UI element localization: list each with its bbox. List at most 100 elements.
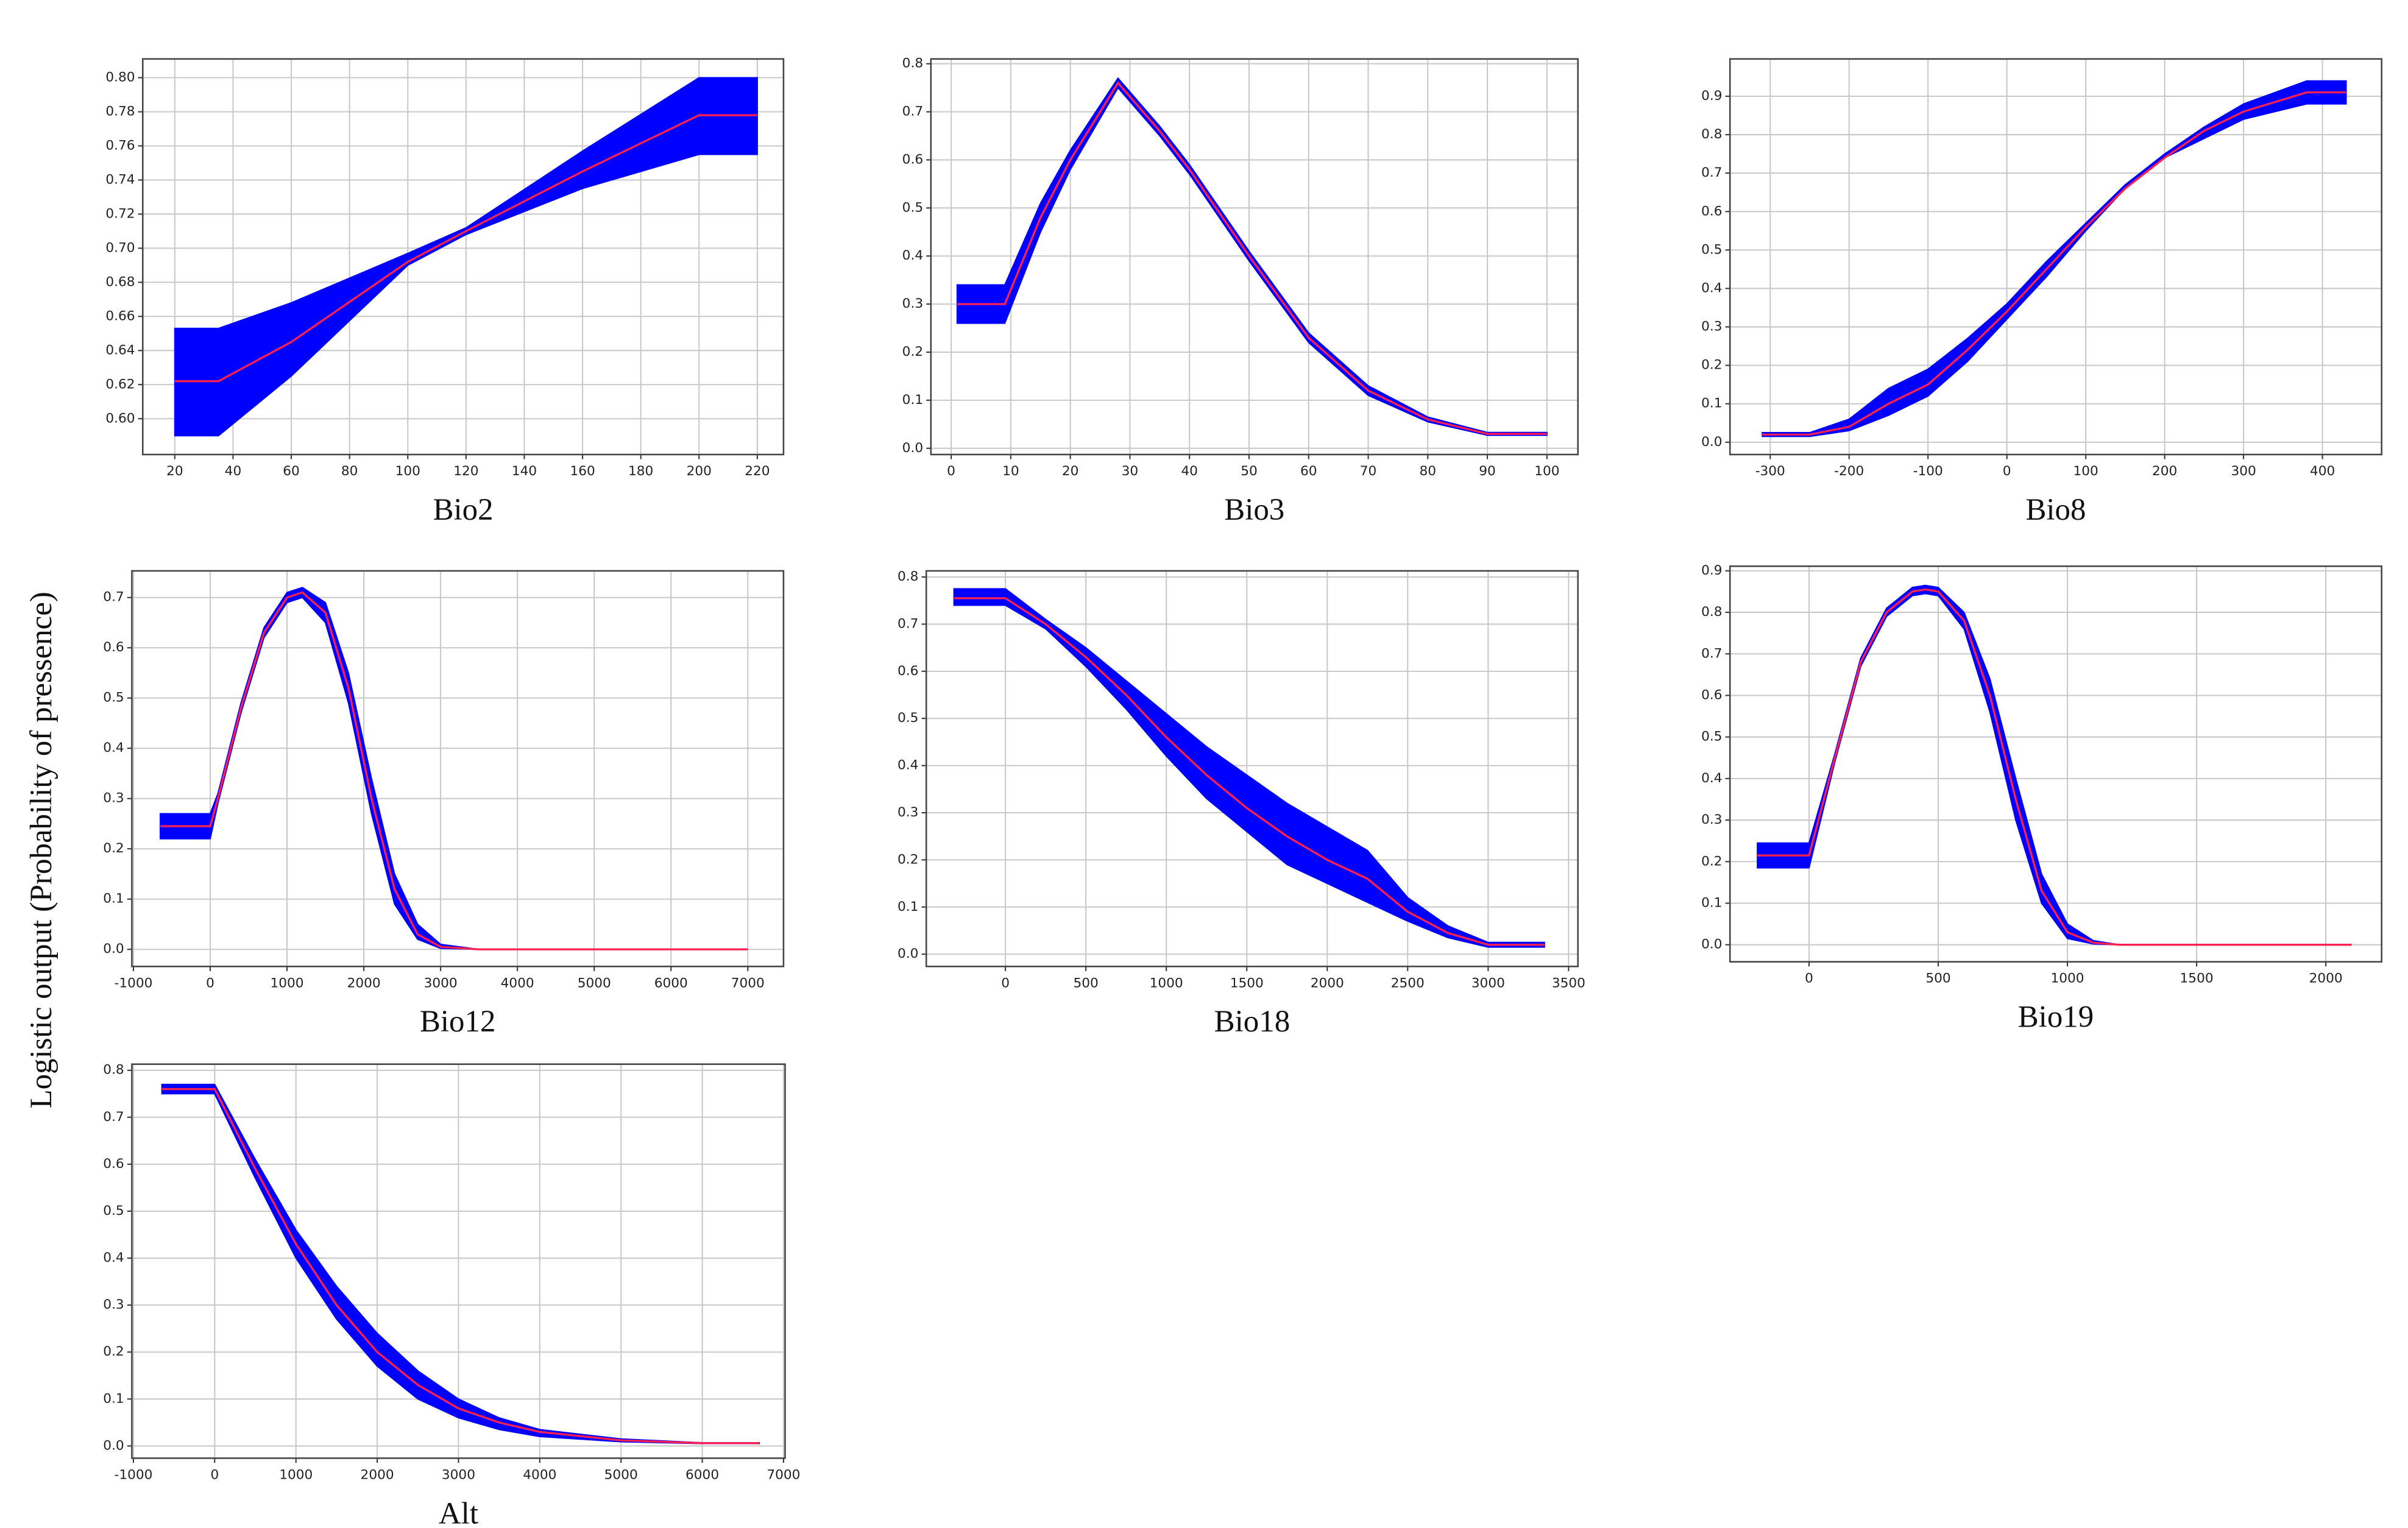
- x-tick-label: 400: [2310, 464, 2335, 479]
- x-tick-label: 500: [1925, 971, 1950, 986]
- y-axis-label: Logistic output (Probability of pressenc…: [24, 592, 58, 1108]
- x-tick-label: 200: [2152, 464, 2177, 479]
- x-tick-label: 140: [512, 464, 537, 479]
- y-tick-label: 0.8: [902, 56, 923, 71]
- y-tick-label: 0.8: [1701, 604, 1722, 620]
- x-tick-label: 0: [206, 975, 214, 991]
- mean-line: [1757, 588, 2352, 946]
- y-tick-label: 0.5: [103, 690, 124, 706]
- x-tick-label: 1000: [2051, 971, 2084, 986]
- y-tick-label: 0.1: [103, 891, 124, 907]
- x-tick-label: 1500: [2180, 971, 2214, 986]
- y-tick-label: 0.5: [902, 200, 923, 215]
- y-tick-label: 0.2: [902, 344, 923, 359]
- x-tick-label: 10: [1002, 464, 1019, 479]
- y-tick-label: 0.3: [103, 1297, 124, 1312]
- y-tick-label: 0.8: [898, 569, 918, 584]
- x-tick-label: 6000: [685, 1467, 719, 1482]
- y-tick-label: 0.1: [103, 1391, 124, 1406]
- x-tick-label: 100: [1534, 464, 1559, 479]
- y-tick-label: 0.0: [902, 440, 923, 456]
- subplot: 0.0 0.1 0.2 0.3 0.4 0.5 0.6 0.7 0.8 0 10 20 30 40 50 60…: [902, 56, 1579, 527]
- y-tick-label: 0.5: [1701, 729, 1722, 745]
- x-tick-label: 0: [947, 464, 955, 479]
- mean-line: [957, 81, 1547, 435]
- x-tick-label: 3000: [1471, 975, 1505, 991]
- plot-area: [1730, 566, 2382, 962]
- y-tick-label: 0.1: [1701, 396, 1722, 411]
- y-tick-label: 0.1: [902, 392, 923, 408]
- x-tick-label: 0: [210, 1467, 219, 1482]
- x-tick-label: 3000: [424, 975, 458, 991]
- y-tick-label: 0.8: [103, 1063, 124, 1078]
- y-tick-label: 0.3: [902, 296, 923, 311]
- plot-area: [926, 570, 1578, 967]
- x-tick-label: 0: [2003, 464, 2011, 479]
- y-tick-label: 0.1: [898, 899, 918, 914]
- x-tick-label: 300: [2231, 464, 2256, 479]
- mean-line: [174, 114, 757, 383]
- subplot: 0.0 0.1 0.2 0.3 0.4 0.5 0.6 0.7 0.8 -1000 0 1000 200…: [103, 1063, 800, 1528]
- x-axis-label: Bio12: [420, 1005, 495, 1039]
- y-tick-label: 0.3: [1701, 812, 1722, 827]
- confidence-band: [1762, 80, 2347, 437]
- x-tick-label: 7000: [767, 1467, 800, 1482]
- mean-line: [1762, 91, 2346, 436]
- y-tick-label: 0.6: [1701, 687, 1722, 702]
- y-tick-label: 0.6: [898, 663, 918, 679]
- x-tick-label: 20: [1062, 464, 1079, 479]
- x-axis-label: Bio8: [2025, 493, 2086, 527]
- plot-area: [930, 58, 1578, 455]
- x-tick-label: 3500: [1552, 975, 1585, 991]
- plot-frame: [1729, 58, 2382, 456]
- x-tick-label: -1000: [115, 1467, 153, 1482]
- y-tick-label: 0.2: [898, 852, 918, 867]
- x-tick-label: 2500: [1391, 975, 1425, 991]
- plot-area: [132, 570, 784, 967]
- y-tick-label: 0.7: [902, 104, 923, 119]
- x-tick-label: 100: [395, 464, 420, 479]
- x-tick-label: 2000: [361, 1467, 394, 1482]
- y-tick-label: 0.2: [103, 841, 124, 856]
- mean-line: [161, 1088, 759, 1445]
- plot-frame: [1729, 565, 2382, 963]
- y-tick-label: 0.4: [902, 248, 923, 263]
- y-tick-label: 0.60: [105, 411, 135, 426]
- y-tick-label: 0.0: [1701, 937, 1722, 952]
- x-tick-label: 5000: [604, 1467, 638, 1482]
- x-tick-label: 20: [166, 464, 183, 479]
- subplot: 0.0 0.1 0.2 0.3 0.4 0.5 0.6 0.7 0.8 0.9 0 500 1000 15…: [1701, 563, 2382, 1035]
- y-tick-label: 0.66: [105, 308, 135, 324]
- x-tick-label: 500: [1074, 975, 1099, 991]
- x-tick-label: 70: [1360, 464, 1377, 479]
- y-tick-label: 0.8: [1701, 127, 1722, 142]
- y-tick-label: 0.0: [898, 946, 918, 961]
- x-tick-label: 5000: [578, 975, 611, 991]
- y-tick-label: 0.2: [1701, 358, 1722, 373]
- x-tick-label: 1500: [1230, 975, 1264, 991]
- y-tick-label: 0.3: [103, 791, 124, 806]
- y-tick-label: 0.5: [1701, 242, 1722, 257]
- x-tick-label: 200: [687, 464, 712, 479]
- x-tick-label: 60: [1300, 464, 1317, 479]
- x-tick-label: 0: [1805, 971, 1813, 986]
- x-tick-label: 80: [1420, 464, 1437, 479]
- x-tick-label: -200: [1834, 464, 1864, 479]
- y-tick-label: 0.7: [103, 1109, 124, 1125]
- y-tick-label: 0.72: [105, 206, 135, 221]
- y-tick-label: 0.68: [105, 274, 135, 289]
- y-tick-label: 0.7: [103, 590, 124, 605]
- x-axis-label: Bio19: [2018, 1000, 2094, 1035]
- y-tick-label: 0.9: [1701, 563, 1722, 578]
- y-tick-label: 0.5: [103, 1203, 124, 1219]
- x-tick-label: 220: [745, 464, 770, 479]
- y-tick-label: 0.6: [103, 1156, 124, 1172]
- mean-line: [160, 591, 748, 950]
- x-tick-label: 0: [1001, 975, 1010, 991]
- x-tick-label: 7000: [731, 975, 765, 991]
- subplot: 0.0 0.1 0.2 0.3 0.4 0.5 0.6 0.7 0.8 0 500 1000 1500 2…: [898, 569, 1585, 1039]
- y-tick-label: 0.2: [103, 1344, 124, 1359]
- y-tick-label: 0.3: [1701, 319, 1722, 334]
- x-tick-label: 180: [628, 464, 653, 479]
